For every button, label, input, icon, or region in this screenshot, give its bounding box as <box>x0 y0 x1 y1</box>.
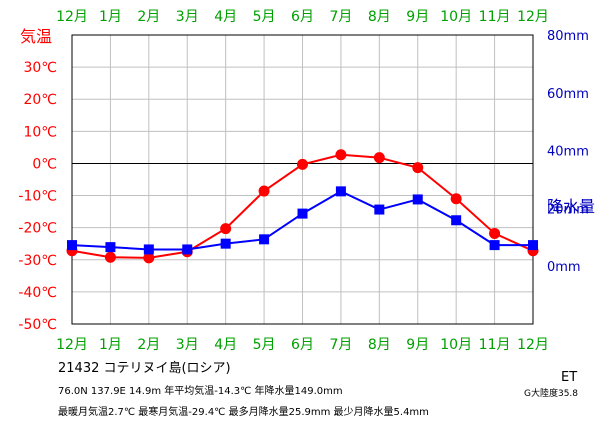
x-tick-label: 6月 <box>291 337 314 353</box>
x-tick-label: 12月 <box>517 9 549 25</box>
x-tick-label: 12月 <box>56 337 88 353</box>
station-stats-line-1: 76.0N 137.9E 14.9m 年平均気温-14.3℃ 年降水量149.0… <box>58 386 343 397</box>
x-tick-label: 3月 <box>176 9 199 25</box>
y-tick-label-left: 0℃ <box>32 156 57 172</box>
precipitation-point <box>182 244 193 255</box>
x-tick-label: 12月 <box>56 9 88 25</box>
precipitation-point <box>259 234 270 245</box>
x-tick-label: 7月 <box>329 337 352 353</box>
temperature-point <box>489 227 501 239</box>
x-tick-label: 8月 <box>368 337 391 353</box>
temperature-point <box>335 149 347 161</box>
temperature-point <box>104 251 116 263</box>
x-tick-label: 5月 <box>253 337 276 353</box>
x-tick-label: 2月 <box>137 9 160 25</box>
precipitation-point <box>67 240 77 251</box>
x-tick-label: 11月 <box>479 337 511 353</box>
x-tick-label: 4月 <box>214 337 237 353</box>
precipitation-point <box>143 244 154 255</box>
grid-lines <box>72 35 533 324</box>
x-tick-labels-bottom: 12月 1月 2月 3月 4月 5月 6月 7月 8月 9月 10月 11月 12月 <box>56 337 549 353</box>
precipitation-point <box>105 242 116 253</box>
station-stats-line-2: 最暖月気温2.7℃ 最寒月気温-29.4℃ 最多月降水量25.9mm 最少月降水… <box>58 407 429 418</box>
plot-frame <box>71 34 534 325</box>
x-tick-label: 4月 <box>214 9 237 25</box>
x-tick-labels-top: 12月 1月 2月 3月 4月 5月 6月 7月 8月 9月 10月 11月 12月 <box>56 9 549 25</box>
precipitation-point <box>220 238 231 249</box>
y-tick-label-right: 80mm <box>547 29 589 44</box>
x-tick-label: 1月 <box>99 337 122 353</box>
precipitation-point <box>297 208 308 219</box>
y-axis-title-left: 気温 <box>20 27 52 46</box>
x-tick-label: 8月 <box>368 9 391 25</box>
temperature-point <box>450 193 462 205</box>
temperature-point <box>143 252 155 264</box>
x-tick-label: 1月 <box>99 9 122 25</box>
precipitation-point <box>489 240 500 251</box>
x-tick-label: 9月 <box>406 9 429 25</box>
x-tick-label: 3月 <box>176 337 199 353</box>
station-name: 21432 コテリヌイ島(ロシア) <box>58 361 231 376</box>
temperature-point <box>297 158 308 170</box>
x-tick-label: 5月 <box>253 9 276 25</box>
y-tick-label-right: 60mm <box>547 87 589 102</box>
x-tick-label: 7月 <box>329 9 352 25</box>
y-tick-label-left: -20℃ <box>18 221 57 237</box>
y-tick-label-left: 10℃ <box>23 124 57 140</box>
x-tick-label: 11月 <box>479 9 511 25</box>
x-tick-label: 6月 <box>291 9 314 25</box>
x-tick-label: 10月 <box>440 9 472 25</box>
y-tick-labels-left: 30℃ 20℃ 10℃ 0℃ -10℃ -20℃ -30℃ -40℃ -50℃ <box>18 60 57 333</box>
temperature-point <box>373 152 385 164</box>
precipitation-point <box>451 215 462 226</box>
y-tick-label-left: -40℃ <box>18 285 57 301</box>
precipitation-point <box>335 186 346 197</box>
y-tick-label-left: 30℃ <box>23 60 57 76</box>
y-axis-title-right: 降水量 <box>547 197 595 216</box>
y-tick-label-left: -50℃ <box>18 317 57 333</box>
temperature-point <box>412 162 424 174</box>
precipitation-point <box>412 194 423 205</box>
x-tick-label: 10月 <box>440 337 472 353</box>
continentality-index: G大陸度35.8 <box>524 389 579 399</box>
y-tick-label-right: 40mm <box>547 145 589 160</box>
x-tick-label: 12月 <box>517 337 549 353</box>
climate-type: ET <box>561 370 578 385</box>
y-tick-label-left: -30℃ <box>18 253 57 269</box>
y-tick-label-right: 0mm <box>547 260 581 275</box>
y-tick-label-left: 20℃ <box>23 92 57 108</box>
temperature-point <box>258 185 270 197</box>
precipitation-point <box>374 204 385 215</box>
y-tick-label-right: 20mm <box>547 202 589 217</box>
series-layer <box>66 149 539 264</box>
y-tick-labels-right: 80mm 60mm 40mm 20mm 0mm <box>547 29 589 275</box>
x-tick-label: 2月 <box>137 337 160 353</box>
precipitation-point <box>528 240 538 251</box>
y-tick-label-left: -10℃ <box>18 189 57 205</box>
x-tick-label: 9月 <box>406 337 429 353</box>
temperature-point <box>220 223 232 235</box>
